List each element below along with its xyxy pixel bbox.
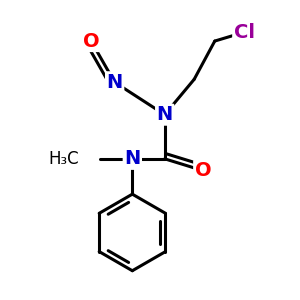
- Text: N: N: [124, 149, 140, 168]
- Text: O: O: [83, 32, 99, 51]
- Text: N: N: [106, 73, 123, 92]
- Text: H₃C: H₃C: [49, 150, 79, 168]
- Text: H: H: [64, 150, 79, 168]
- Text: O: O: [195, 161, 211, 180]
- Text: N: N: [157, 105, 173, 124]
- Text: Cl: Cl: [234, 23, 255, 42]
